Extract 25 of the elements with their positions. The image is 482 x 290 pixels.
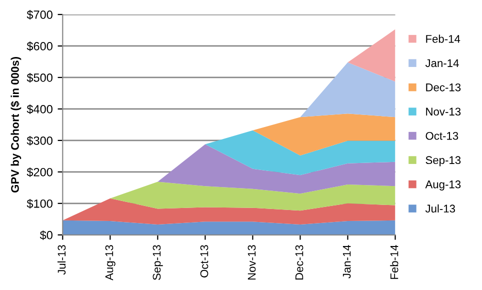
y-tick-label: $600 (26, 42, 52, 52)
y-tick-label: $500 (26, 73, 52, 83)
y-tick-label: $300 (26, 136, 52, 146)
y-tick-label: $700 (26, 10, 52, 20)
legend-label: Jan-14 (425, 59, 459, 68)
x-tick-label: Dec-13 (295, 245, 304, 280)
x-tick-label: Jul-13 (57, 245, 66, 275)
legend-label: Aug-13 (425, 180, 461, 190)
legend-label: Feb-14 (426, 34, 460, 43)
x-tick-label: Aug-13 (105, 245, 116, 280)
legend-label: Oct-13 (426, 132, 458, 140)
legend-label: Jul-13 (425, 204, 456, 213)
x-tick-label: Oct-13 (200, 245, 208, 278)
x-tick-label: Feb-14 (390, 244, 398, 279)
x-tick-label: Sep-13 (152, 245, 163, 280)
x-tick-label: Nov-13 (248, 245, 256, 280)
legend-label: Nov-13 (426, 108, 461, 116)
x-tick-label: Jan-14 (342, 244, 351, 278)
y-tick-label: $100 (26, 198, 52, 209)
y-tick-label: $200 (26, 167, 52, 178)
legend-label: Sep-13 (426, 156, 461, 166)
legend-label: Dec-13 (426, 83, 461, 92)
y-axis-title: GPV by Cohort ($ in 000s) (10, 57, 22, 192)
y-tick-label: $400 (26, 104, 52, 114)
y-tick-label: $0 (40, 230, 52, 240)
